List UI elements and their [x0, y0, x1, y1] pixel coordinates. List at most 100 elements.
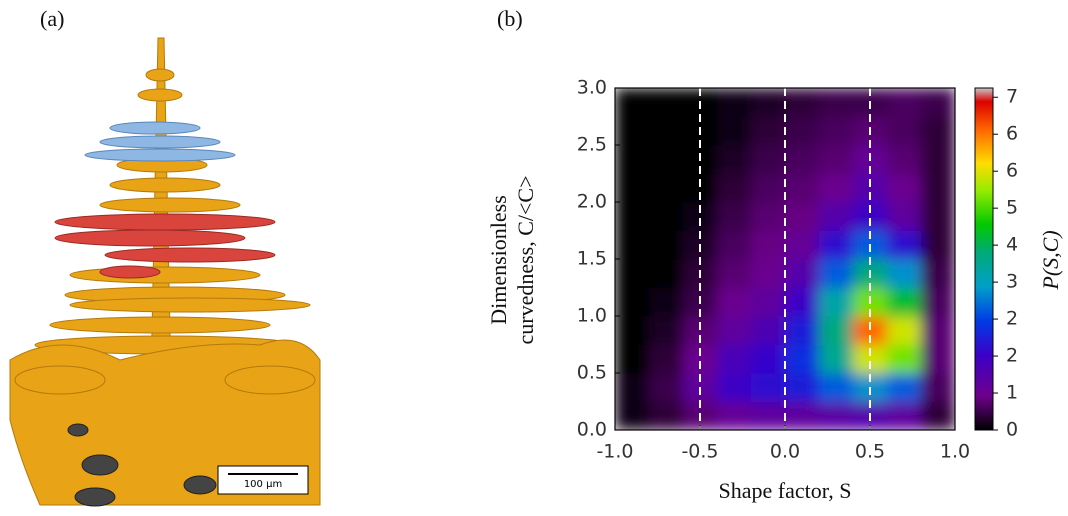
heat-cell: [649, 287, 684, 317]
heat-cell: [751, 116, 786, 146]
heat-cell: [751, 145, 786, 174]
colorbar-tick-label: 6: [1006, 123, 1018, 145]
heat-cell: [751, 373, 786, 402]
heat-cell: [819, 173, 854, 203]
heat-cell: [615, 259, 650, 288]
heat-cell: [819, 316, 854, 345]
heat-cell: [717, 116, 752, 146]
colorbar: [974, 87, 994, 431]
heat-cell: [751, 344, 786, 374]
colorbar-tick-label: 7: [1006, 86, 1018, 108]
heat-cell: [887, 173, 922, 203]
heat-cell: [819, 202, 854, 231]
heat-cell: [819, 116, 854, 146]
heat-cell: [717, 259, 752, 288]
heat-cell: [717, 202, 752, 231]
y-tick-label: 0.0: [577, 419, 607, 441]
dendrite-render: 100 µm: [9, 37, 321, 507]
heatmap: [615, 88, 955, 430]
heat-cell: [751, 287, 786, 317]
heat-cell: [649, 401, 684, 430]
heat-cell: [717, 344, 752, 374]
heat-cell: [785, 401, 820, 430]
heat-cell: [921, 287, 955, 317]
heat-cell: [921, 344, 955, 374]
heat-cell: [717, 287, 752, 317]
heat-cell: [649, 173, 684, 203]
heat-cell: [921, 116, 955, 146]
heat-cell: [819, 373, 854, 402]
heat-cell: [649, 230, 684, 260]
heat-cell: [887, 145, 922, 174]
heat-cell: [785, 316, 820, 345]
x-tick-label: 0.5: [855, 441, 885, 463]
heat-cell: [785, 173, 820, 203]
heat-cell: [921, 202, 955, 231]
heat-cell: [717, 401, 752, 430]
heat-cell: [751, 173, 786, 203]
heat-cell: [921, 145, 955, 174]
y-tick-label: 2.0: [577, 191, 607, 213]
y-axis-label: curvedness, C/<C>: [513, 175, 538, 344]
heat-cell: [649, 373, 684, 402]
heat-cell: [751, 401, 786, 430]
heat-cell: [785, 373, 820, 402]
heat-cell: [921, 401, 955, 430]
heat-cell: [615, 88, 650, 117]
heat-cell: [717, 230, 752, 260]
x-tick-label: 1.0: [940, 441, 970, 463]
colorbar-tick-label: 5: [1006, 197, 1018, 219]
heat-cell: [887, 230, 922, 260]
heat-cell: [649, 145, 684, 174]
heat-cell: [785, 230, 820, 260]
y-tick-label: 1.0: [577, 305, 607, 327]
heat-cell: [819, 88, 854, 117]
heat-cell: [615, 230, 650, 260]
colorbar-tick-label: 4: [1006, 234, 1018, 256]
heat-cell: [785, 88, 820, 117]
heat-cell: [785, 116, 820, 146]
heat-cell: [819, 230, 854, 260]
y-tick-label: 1.5: [577, 248, 607, 270]
heat-cell: [751, 230, 786, 260]
panel-label: (b): [497, 6, 523, 31]
heat-cell: [921, 88, 955, 117]
heat-cell: [717, 145, 752, 174]
heat-cell: [785, 145, 820, 174]
x-tick-label: 0.0: [770, 441, 800, 463]
heat-cell: [615, 316, 650, 345]
heat-cell: [615, 116, 650, 146]
heat-cell: [649, 259, 684, 288]
heat-cell: [649, 344, 684, 374]
heatmap-cells: [615, 88, 955, 430]
heat-cell: [819, 145, 854, 174]
heat-cell: [887, 401, 922, 430]
heat-cell: [649, 316, 684, 345]
colorbar-tick-label: 1: [1006, 382, 1018, 404]
heat-cell: [717, 173, 752, 203]
heat-cell: [887, 88, 922, 117]
scale-bar-label: 100 µm: [244, 479, 282, 490]
heat-cell: [921, 230, 955, 260]
heat-cell: [887, 287, 922, 317]
heat-cell: [819, 287, 854, 317]
heat-cell: [717, 88, 752, 117]
heat-cell: [785, 287, 820, 317]
heat-cell: [819, 259, 854, 288]
heat-cell: [921, 316, 955, 345]
heat-cell: [615, 145, 650, 174]
heat-cell: [615, 373, 650, 402]
heat-cell: [649, 116, 684, 146]
heat-cell: [615, 401, 650, 430]
x-tick-label: -0.5: [681, 441, 718, 463]
heat-cell: [717, 373, 752, 402]
heat-cell: [887, 344, 922, 374]
heat-cell: [649, 202, 684, 231]
heat-cell: [819, 401, 854, 430]
heat-cell: [649, 88, 684, 117]
heat-cell: [887, 316, 922, 345]
heat-cell: [785, 259, 820, 288]
colorbar-tick-label: 0: [1006, 419, 1018, 441]
heat-cell: [717, 316, 752, 345]
heat-cell: [751, 259, 786, 288]
